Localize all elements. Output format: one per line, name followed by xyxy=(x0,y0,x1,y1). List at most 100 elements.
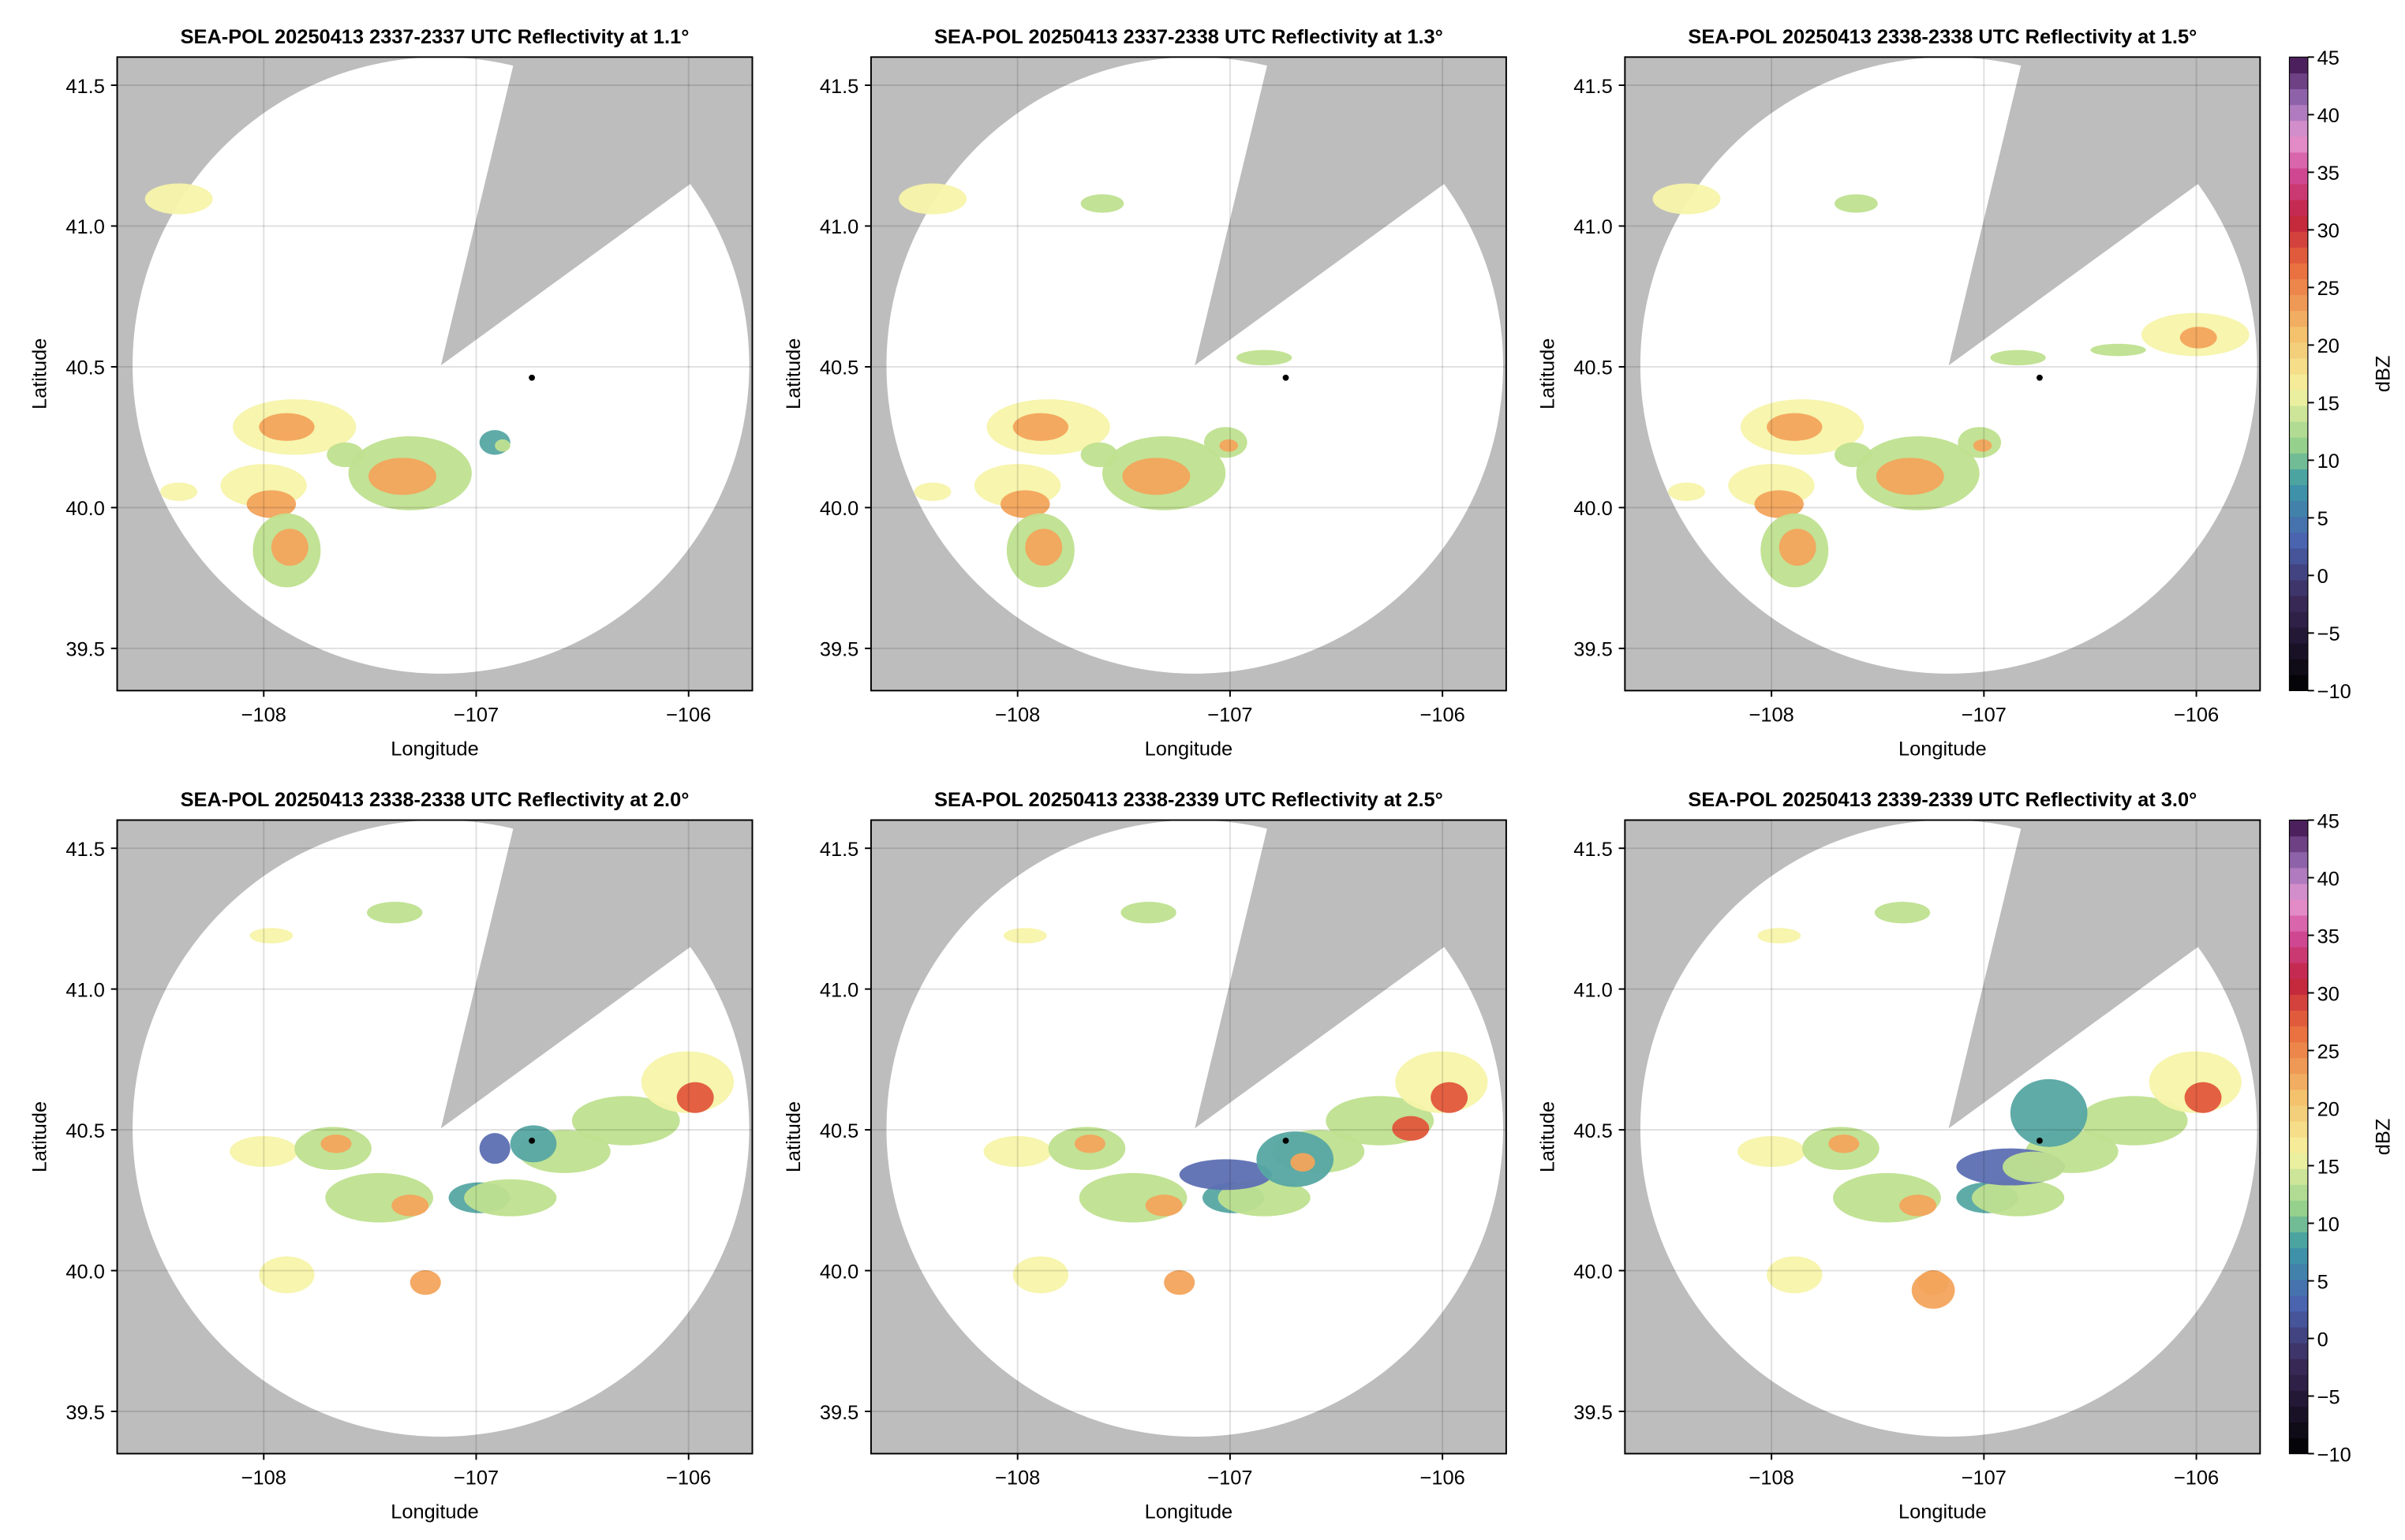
panel: −108 −107 −106 39.5 40.0 40.5 41.0 41.5 SEA-POL … xyxy=(1536,789,2394,1523)
colorbar-tick-label: 35 xyxy=(2317,925,2340,948)
y-tick-label: 40.0 xyxy=(65,498,104,520)
x-tick-label: −107 xyxy=(1962,704,2007,726)
colorbar-segment xyxy=(2289,579,2308,596)
echo xyxy=(1025,529,1063,566)
y-tick-label: 41.0 xyxy=(820,979,858,1001)
colorbar-segment xyxy=(2289,1216,2308,1233)
colorbar-tick-label: 45 xyxy=(2317,810,2340,832)
x-tick-label: −108 xyxy=(995,704,1040,726)
colorbar-segment xyxy=(2289,1153,2308,1169)
y-axis-label: Latitude xyxy=(29,1101,51,1172)
colorbar-tick-label: 30 xyxy=(2317,220,2340,242)
colorbar-tick-label: 0 xyxy=(2317,1329,2328,1351)
colorbar-segment xyxy=(2289,136,2308,153)
echo xyxy=(1737,1136,1805,1168)
colorbar-tick-label: 5 xyxy=(2317,508,2328,530)
plot-area xyxy=(117,57,753,691)
echo xyxy=(271,529,309,566)
colorbar-segment xyxy=(2289,263,2308,279)
echo xyxy=(327,442,365,468)
echo xyxy=(249,928,294,944)
echo xyxy=(1392,1116,1430,1141)
echo xyxy=(1120,902,1176,924)
x-axis-label: Longitude xyxy=(1898,1501,1987,1523)
plot-frame xyxy=(1624,56,2261,692)
echo xyxy=(2079,1096,2188,1146)
colorbar-segment xyxy=(2289,1089,2308,1106)
panel: −108 −107 −106 39.5 40.0 40.5 41.0 41.5 SEA-POL … xyxy=(29,26,754,760)
x-tick-label: −107 xyxy=(454,1467,499,1490)
echo xyxy=(983,1136,1052,1168)
x-tick-label: −106 xyxy=(666,704,711,726)
colorbar-segment xyxy=(2289,1247,2308,1265)
colorbar-segment xyxy=(2289,120,2308,137)
colorbar-segment xyxy=(2289,73,2308,90)
echo xyxy=(410,1270,441,1295)
x-tick-label: −107 xyxy=(1962,1467,2007,1490)
echo xyxy=(479,1133,511,1164)
echo xyxy=(1012,1256,1069,1294)
y-tick-label: 40.0 xyxy=(820,498,858,520)
x-tick-label: −107 xyxy=(454,704,499,726)
colorbar-tick-label: 40 xyxy=(2317,105,2340,127)
echo xyxy=(144,183,213,215)
colorbar-segment xyxy=(2289,167,2308,185)
colorbar-segment xyxy=(2289,215,2308,232)
echo xyxy=(1290,1153,1315,1172)
colorbar-segment xyxy=(2289,1359,2308,1375)
colorbar-segment xyxy=(2289,1010,2308,1027)
colorbar-segment xyxy=(2289,453,2308,469)
colorbar-tick-label: 40 xyxy=(2317,868,2340,890)
colorbar-segment xyxy=(2289,1295,2308,1312)
colorbar-tick-label: 15 xyxy=(2317,1156,2340,1178)
plot-area xyxy=(870,57,1506,691)
panel: −108 −107 −106 39.5 40.0 40.5 41.0 41.5 SEA-POL … xyxy=(1536,26,2394,761)
colorbar-tick-label: 0 xyxy=(2317,566,2328,588)
colorbar-tick-label: 25 xyxy=(2317,278,2340,300)
y-tick-label: 39.5 xyxy=(1573,639,1612,661)
x-axis-label: Longitude xyxy=(1145,738,1233,760)
colorbar-segment xyxy=(2289,947,2308,963)
colorbar-segment xyxy=(2289,1041,2308,1059)
echo xyxy=(1001,490,1050,518)
echo xyxy=(1757,928,1801,944)
chart-title: SEA-POL 20250413 2338-2338 UTC Reflectiv… xyxy=(181,789,690,811)
y-tick-label: 40.5 xyxy=(820,357,858,379)
colorbar-label: dBZ xyxy=(2372,1119,2394,1156)
echo xyxy=(160,482,198,502)
x-tick-label: −106 xyxy=(1420,704,1465,726)
echo xyxy=(1874,902,1931,924)
y-tick-label: 41.5 xyxy=(820,839,858,861)
x-tick-label: −106 xyxy=(1420,1467,1465,1490)
colorbar-segment xyxy=(2289,406,2308,422)
radar-site xyxy=(1282,1137,1289,1144)
echo xyxy=(1754,490,1804,518)
echo xyxy=(1971,1179,2065,1217)
y-tick-label: 40.0 xyxy=(820,1261,858,1283)
x-tick-label: −107 xyxy=(1207,704,1252,726)
blocked-sector xyxy=(440,57,753,366)
echo xyxy=(1179,1159,1272,1191)
y-tick-label: 40.0 xyxy=(1573,498,1612,520)
blocked-sector xyxy=(1195,57,1506,366)
colorbar-tick-label: −5 xyxy=(2317,623,2340,645)
colorbar-segment xyxy=(2289,563,2308,581)
echo xyxy=(1899,1194,1937,1217)
chart-title: SEA-POL 20250413 2338-2339 UTC Reflectiv… xyxy=(934,789,1443,811)
colorbar-segment xyxy=(2289,1437,2308,1455)
echo xyxy=(1074,1134,1105,1153)
colorbar-segment xyxy=(2289,962,2308,979)
colorbar-tick-label: 20 xyxy=(2317,335,2340,357)
colorbar-segment xyxy=(2289,151,2308,169)
plot-frame xyxy=(116,56,754,692)
echo xyxy=(2179,327,2217,349)
y-tick-label: 41.5 xyxy=(820,76,858,98)
chart-title: SEA-POL 20250413 2338-2338 UTC Reflectiv… xyxy=(1688,26,2197,48)
echo xyxy=(1145,1194,1183,1217)
colorbar-tick-label: 45 xyxy=(2317,47,2340,69)
echo xyxy=(1003,928,1047,944)
echo xyxy=(1080,194,1124,213)
plot-area xyxy=(117,820,753,1454)
echo xyxy=(1164,1270,1195,1295)
